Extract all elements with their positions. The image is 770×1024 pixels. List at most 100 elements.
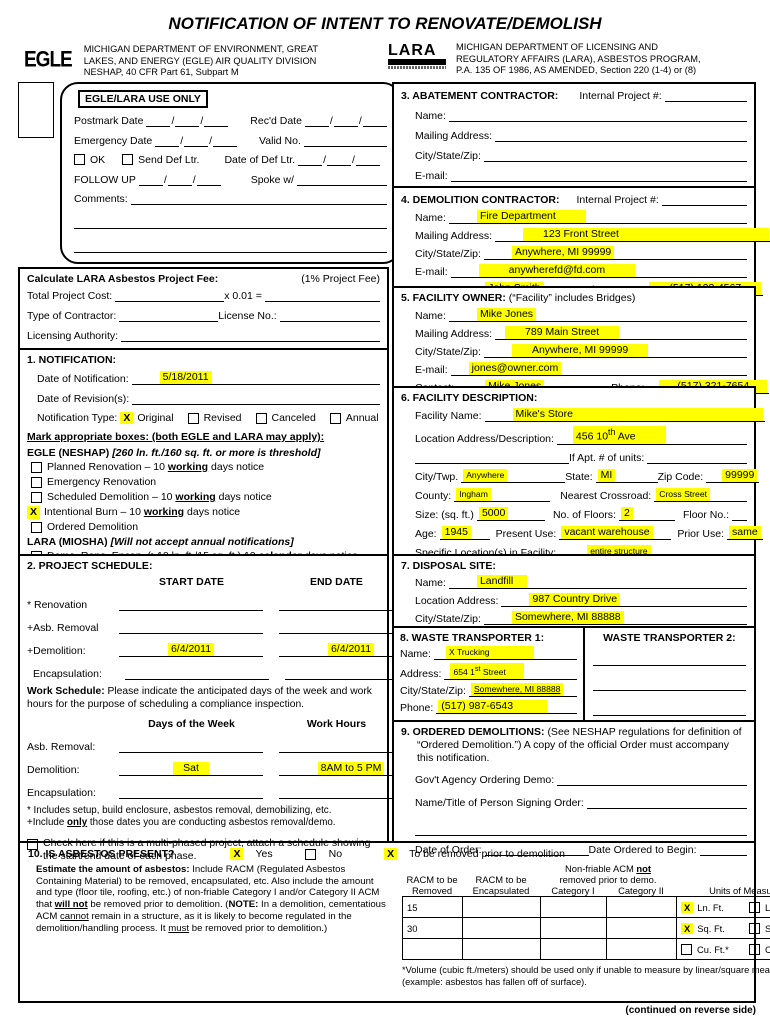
location-overflow-field[interactable] (415, 450, 569, 464)
address-field[interactable]: 654 1st Street (444, 663, 577, 680)
date-field[interactable] (155, 134, 180, 147)
city-value[interactable]: Anywhere, MI 99999 (511, 344, 649, 357)
signer-field[interactable] (586, 795, 747, 810)
city-twp-field[interactable]: Anywhere (461, 468, 566, 483)
name-field[interactable] (448, 108, 747, 122)
spoke-field[interactable] (296, 172, 387, 186)
cat2-cell[interactable] (607, 918, 677, 940)
multiphase-checkbox[interactable] (27, 839, 38, 851)
date-field[interactable] (184, 134, 209, 147)
location-field[interactable]: 456 10th Ave (556, 426, 747, 445)
date-field[interactable] (355, 153, 380, 166)
demolition-hours-field[interactable]: 8AM to 5 PM (279, 761, 423, 776)
sq-ft-check-x[interactable]: X (681, 922, 694, 934)
prior-use-value[interactable]: same (729, 525, 761, 539)
date-field[interactable] (304, 114, 329, 127)
asb-removal-start-field[interactable] (119, 620, 263, 634)
renovation-end-field[interactable] (279, 597, 423, 611)
crossroad-value[interactable]: Cross Street (656, 487, 710, 501)
cat1-cell[interactable] (541, 897, 607, 919)
city-field[interactable]: Anywhere, MI 99999 (483, 246, 747, 260)
demolition-hours-value[interactable]: 8AM to 5 PM (317, 761, 385, 775)
city-field[interactable] (483, 148, 747, 162)
total-cost-field[interactable] (115, 288, 225, 302)
name-value[interactable]: X Trucking (445, 646, 534, 659)
city-value[interactable]: Anywhere, MI 99999 (511, 246, 615, 259)
address-field[interactable] (592, 677, 746, 691)
city-field[interactable] (592, 702, 746, 716)
facility-name-value[interactable]: Mike's Store (512, 408, 763, 421)
license-field[interactable] (279, 308, 380, 322)
state-field[interactable]: MI (595, 468, 658, 483)
encapsulation-hours-field[interactable] (279, 785, 423, 799)
encapsulated-cell[interactable] (463, 918, 541, 940)
city-field[interactable]: Anywhere, MI 99999 (483, 344, 747, 358)
mailing-field[interactable]: 789 Main Street (495, 326, 747, 340)
present-use-field[interactable]: vacant warehouse (559, 525, 672, 540)
cat1-cell[interactable] (541, 918, 607, 940)
canceled-checkbox[interactable] (255, 412, 267, 424)
mailing-field[interactable] (495, 128, 747, 142)
state-value[interactable]: MI (597, 468, 616, 482)
signer-overflow-field[interactable] (415, 822, 747, 837)
name-field[interactable] (592, 652, 746, 666)
comments-field[interactable] (130, 191, 387, 205)
cu-ft-checkbox[interactable] (681, 943, 692, 955)
demolition-start-field[interactable]: 6/4/2011 (119, 643, 263, 657)
asb-removal-end-field[interactable] (279, 620, 423, 634)
demolition-start-value[interactable]: 6/4/2011 (167, 643, 215, 656)
asb-removal-days-field[interactable] (119, 739, 263, 753)
emergency-renovation-checkbox[interactable] (31, 477, 42, 488)
sq-m-checkbox[interactable] (749, 922, 760, 934)
cat2-cell[interactable] (607, 939, 677, 961)
name-field[interactable]: X Trucking (433, 646, 577, 660)
revised-checkbox[interactable] (187, 412, 199, 424)
email-field[interactable] (450, 168, 747, 182)
send-def-checkbox[interactable] (122, 154, 134, 165)
gov-agency-field[interactable] (557, 772, 747, 787)
location-field[interactable]: 987 Country Drive (501, 593, 747, 607)
date-field[interactable] (204, 114, 229, 127)
age-field[interactable]: 1945 (439, 525, 490, 540)
mailing-field[interactable]: 123 Front Street (495, 228, 770, 242)
email-value[interactable]: jones@owner.com (468, 362, 562, 375)
floor-no-field[interactable] (732, 507, 747, 521)
original-check-x[interactable]: X (120, 412, 134, 424)
present-use-value[interactable]: vacant warehouse (561, 525, 653, 539)
age-value[interactable]: 1945 (441, 525, 471, 539)
date-field[interactable] (146, 114, 171, 127)
county-field[interactable]: Ingham (454, 487, 551, 502)
annual-checkbox[interactable] (329, 412, 341, 424)
phone-value[interactable]: (517) 987-6543 (438, 699, 548, 713)
internal-project-field[interactable] (664, 88, 747, 102)
valid-no-field[interactable] (303, 133, 387, 147)
prior-use-field[interactable]: same (727, 525, 763, 540)
date-field[interactable] (213, 134, 238, 147)
size-value[interactable]: 5000 (478, 506, 509, 520)
ordered-demolition-checkbox[interactable] (31, 522, 42, 533)
date-field[interactable] (333, 114, 358, 127)
contractor-type-field[interactable] (119, 308, 219, 322)
name-value[interactable]: Fire Department (476, 210, 586, 223)
demolition-days-value[interactable]: Sat (173, 761, 209, 775)
email-field[interactable]: anywherefd@fd.com (450, 264, 747, 278)
fee-result-field[interactable] (264, 288, 380, 302)
ln-ft-check-x[interactable]: X (681, 901, 694, 913)
name-value[interactable]: Mike Jones (476, 308, 537, 321)
scheduled-demolition-checkbox[interactable] (31, 492, 42, 503)
yes-check-x[interactable]: X (230, 848, 244, 860)
facility-name-field[interactable]: Mike's Store (484, 408, 765, 422)
name-field[interactable]: Landfill (448, 575, 747, 589)
encapsulation-days-field[interactable] (119, 785, 263, 799)
comments-field[interactable] (74, 215, 387, 229)
encapsulation-end-field[interactable] (285, 666, 429, 680)
intentional-burn-check-x[interactable]: X (27, 506, 41, 519)
ln-m-checkbox[interactable] (749, 901, 760, 913)
mailing-value[interactable]: 123 Front Street (523, 228, 769, 241)
demolition-days-field[interactable]: Sat (119, 761, 263, 776)
city-field[interactable]: Somewhere, MI 88888 (468, 682, 577, 697)
crossroad-field[interactable]: Cross Street (654, 487, 747, 502)
begin-date-field[interactable] (699, 842, 747, 857)
encapsulated-cell[interactable] (463, 897, 541, 919)
planned-renovation-checkbox[interactable] (31, 462, 42, 473)
